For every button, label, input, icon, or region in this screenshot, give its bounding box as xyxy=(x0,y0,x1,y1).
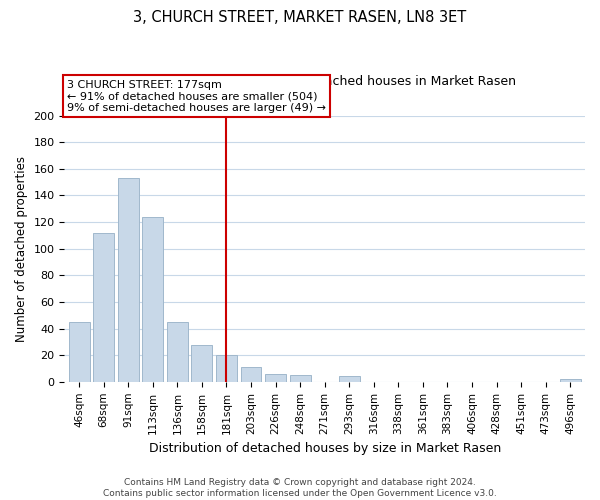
Bar xyxy=(167,322,188,382)
Bar xyxy=(216,355,237,382)
Text: Contains HM Land Registry data © Crown copyright and database right 2024.
Contai: Contains HM Land Registry data © Crown c… xyxy=(103,478,497,498)
Title: Size of property relative to detached houses in Market Rasen: Size of property relative to detached ho… xyxy=(133,75,516,88)
Bar xyxy=(241,367,262,382)
Y-axis label: Number of detached properties: Number of detached properties xyxy=(15,156,28,342)
Bar xyxy=(265,374,286,382)
Bar xyxy=(560,379,581,382)
Bar xyxy=(191,344,212,382)
Bar xyxy=(290,375,311,382)
Bar xyxy=(339,376,359,382)
Text: 3 CHURCH STREET: 177sqm
← 91% of detached houses are smaller (504)
9% of semi-de: 3 CHURCH STREET: 177sqm ← 91% of detache… xyxy=(67,80,326,113)
Bar xyxy=(142,216,163,382)
Text: 3, CHURCH STREET, MARKET RASEN, LN8 3ET: 3, CHURCH STREET, MARKET RASEN, LN8 3ET xyxy=(133,10,467,25)
Bar xyxy=(118,178,139,382)
X-axis label: Distribution of detached houses by size in Market Rasen: Distribution of detached houses by size … xyxy=(149,442,501,455)
Bar xyxy=(69,322,89,382)
Bar xyxy=(93,232,114,382)
